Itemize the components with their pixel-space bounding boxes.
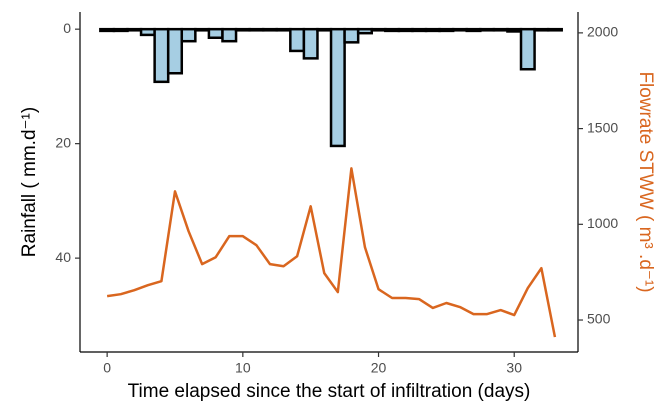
rain-bar bbox=[479, 27, 496, 32]
rain-bar bbox=[411, 27, 428, 33]
rain-bar bbox=[261, 27, 279, 32]
rain-bar bbox=[492, 27, 509, 32]
rain-bar bbox=[506, 27, 523, 33]
flow-line bbox=[106, 167, 557, 338]
rain-bar bbox=[438, 27, 455, 33]
y2-tick-label: 2000 bbox=[587, 24, 618, 40]
rain-bar bbox=[397, 27, 414, 33]
rain-bar bbox=[465, 27, 482, 33]
x-tick-label: 0 bbox=[103, 360, 111, 376]
y2-axis-label: Flowrate STWW ( m³ .d⁻¹) bbox=[635, 71, 656, 292]
y-axis-label: Rainfall ( mm.d⁻¹) bbox=[19, 107, 40, 257]
rain-bar bbox=[166, 27, 184, 75]
rain-bar bbox=[533, 27, 550, 32]
rain-bar bbox=[329, 27, 346, 148]
rain-bar bbox=[424, 27, 441, 33]
rain-bar bbox=[112, 27, 129, 33]
rain-bar bbox=[99, 27, 116, 33]
rain-bar bbox=[153, 27, 170, 84]
rain-bar bbox=[384, 27, 401, 33]
rain-bar bbox=[343, 27, 360, 44]
rain-bar bbox=[221, 27, 238, 43]
y-tick-label: 20 bbox=[55, 134, 71, 150]
rain-bar bbox=[546, 27, 563, 32]
y2-tick-label: 1500 bbox=[587, 119, 618, 135]
rain-bar bbox=[316, 27, 333, 32]
rain-bar bbox=[356, 27, 373, 35]
y-tick-label: 0 bbox=[63, 20, 71, 36]
rain-bar bbox=[180, 27, 197, 43]
rain-bar bbox=[370, 27, 387, 32]
x-tick-label: 30 bbox=[506, 360, 522, 376]
x-tick-label: 20 bbox=[371, 360, 387, 376]
rain-bar bbox=[451, 27, 468, 32]
x-axis-label: Time elapsed since the start of infiltra… bbox=[128, 381, 531, 402]
rain-bar bbox=[248, 27, 265, 32]
rain-bar bbox=[302, 27, 319, 60]
rain-bar bbox=[519, 27, 536, 71]
rain-bar bbox=[207, 27, 224, 40]
x-tick-label: 10 bbox=[235, 360, 251, 376]
rain-bar bbox=[139, 27, 156, 37]
y-tick-label: 40 bbox=[55, 249, 71, 265]
rain-bar bbox=[234, 27, 251, 32]
rain-bar bbox=[289, 27, 306, 53]
rain-bar bbox=[275, 27, 292, 32]
y2-tick-label: 1000 bbox=[587, 215, 618, 231]
y2-tick-label: 500 bbox=[587, 311, 611, 327]
rain-bar bbox=[126, 27, 143, 32]
rain-bar bbox=[194, 27, 211, 32]
